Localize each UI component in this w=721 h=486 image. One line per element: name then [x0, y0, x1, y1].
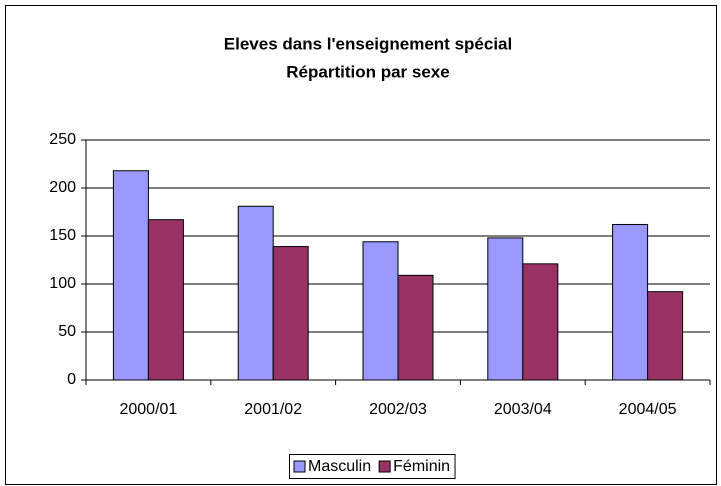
- x-tick-label: 2000/01: [119, 401, 177, 418]
- x-tick-label: 2001/02: [244, 401, 302, 418]
- bar: [522, 263, 559, 381]
- legend-swatch: [293, 460, 306, 473]
- bar: [397, 274, 434, 381]
- bar: [237, 205, 274, 381]
- legend-box: [289, 454, 456, 479]
- chart-subtitle: Répartition par sexe: [286, 62, 449, 81]
- bar: [112, 170, 149, 381]
- y-tick-label: 0: [67, 371, 76, 388]
- bar: [362, 241, 399, 381]
- x-tick-label: 2004/05: [619, 401, 677, 418]
- bar: [487, 237, 524, 381]
- chart-title: Eleves dans l'enseignement spécial: [224, 34, 512, 53]
- legend-label: Féminin: [393, 458, 450, 475]
- bar: [647, 291, 684, 381]
- y-tick-label: 100: [49, 275, 76, 292]
- y-tick-label: 250: [49, 131, 76, 148]
- legend-label: Masculin: [308, 458, 371, 475]
- bar: [147, 219, 184, 381]
- x-tick-label: 2003/04: [494, 401, 552, 418]
- y-tick-label: 150: [49, 227, 76, 244]
- x-tick-label: 2002/03: [369, 401, 427, 418]
- y-tick-label: 200: [49, 179, 76, 196]
- y-tick-label: 50: [58, 323, 76, 340]
- bar: [272, 246, 309, 381]
- legend-swatch: [378, 460, 391, 473]
- bar: [612, 223, 649, 381]
